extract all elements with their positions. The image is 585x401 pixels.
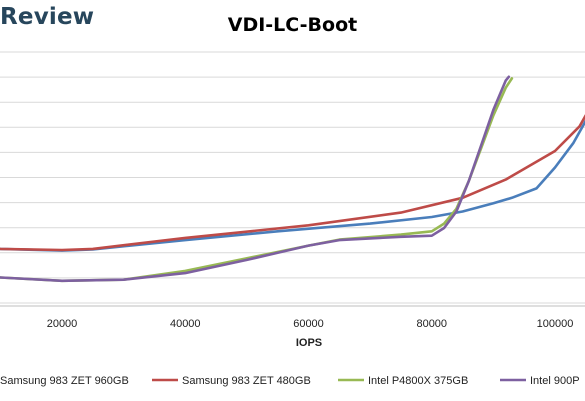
legend-label: Samsung 983 ZET 960GB — [0, 375, 129, 387]
series-line-1 — [0, 119, 585, 252]
x-tick-label: 40000 — [170, 318, 201, 330]
x-axis-ticks: 20000 40000 60000 80000 100000 — [47, 318, 574, 330]
series-line-2 — [0, 114, 585, 252]
legend-label: Samsung 983 ZET 480GB — [182, 375, 311, 387]
x-tick-label: 100000 — [537, 318, 574, 330]
chart-title: VDI-LC-Boot — [227, 14, 358, 36]
legend: Samsung 983 ZET 960GB Samsung 983 ZET 480… — [0, 375, 580, 387]
legend-item: Intel P4800X 375GB — [338, 375, 468, 387]
series-lines — [0, 75, 585, 283]
x-tick-label: 60000 — [293, 318, 324, 330]
x-tick-label: 20000 — [47, 318, 78, 330]
legend-label: Intel 900P — [530, 375, 580, 387]
legend-label: Intel P4800X 375GB — [368, 375, 468, 387]
legend-item: Intel 900P — [500, 375, 580, 387]
legend-item: Samsung 983 ZET 960GB — [0, 375, 129, 387]
brand-logo: Review — [0, 4, 95, 30]
series-line-4 — [0, 75, 511, 283]
gridlines — [0, 51, 585, 307]
legend-item: Samsung 983 ZET 480GB — [152, 375, 311, 387]
x-tick-label: 80000 — [416, 318, 447, 330]
x-axis-title: IOPS — [296, 337, 322, 349]
